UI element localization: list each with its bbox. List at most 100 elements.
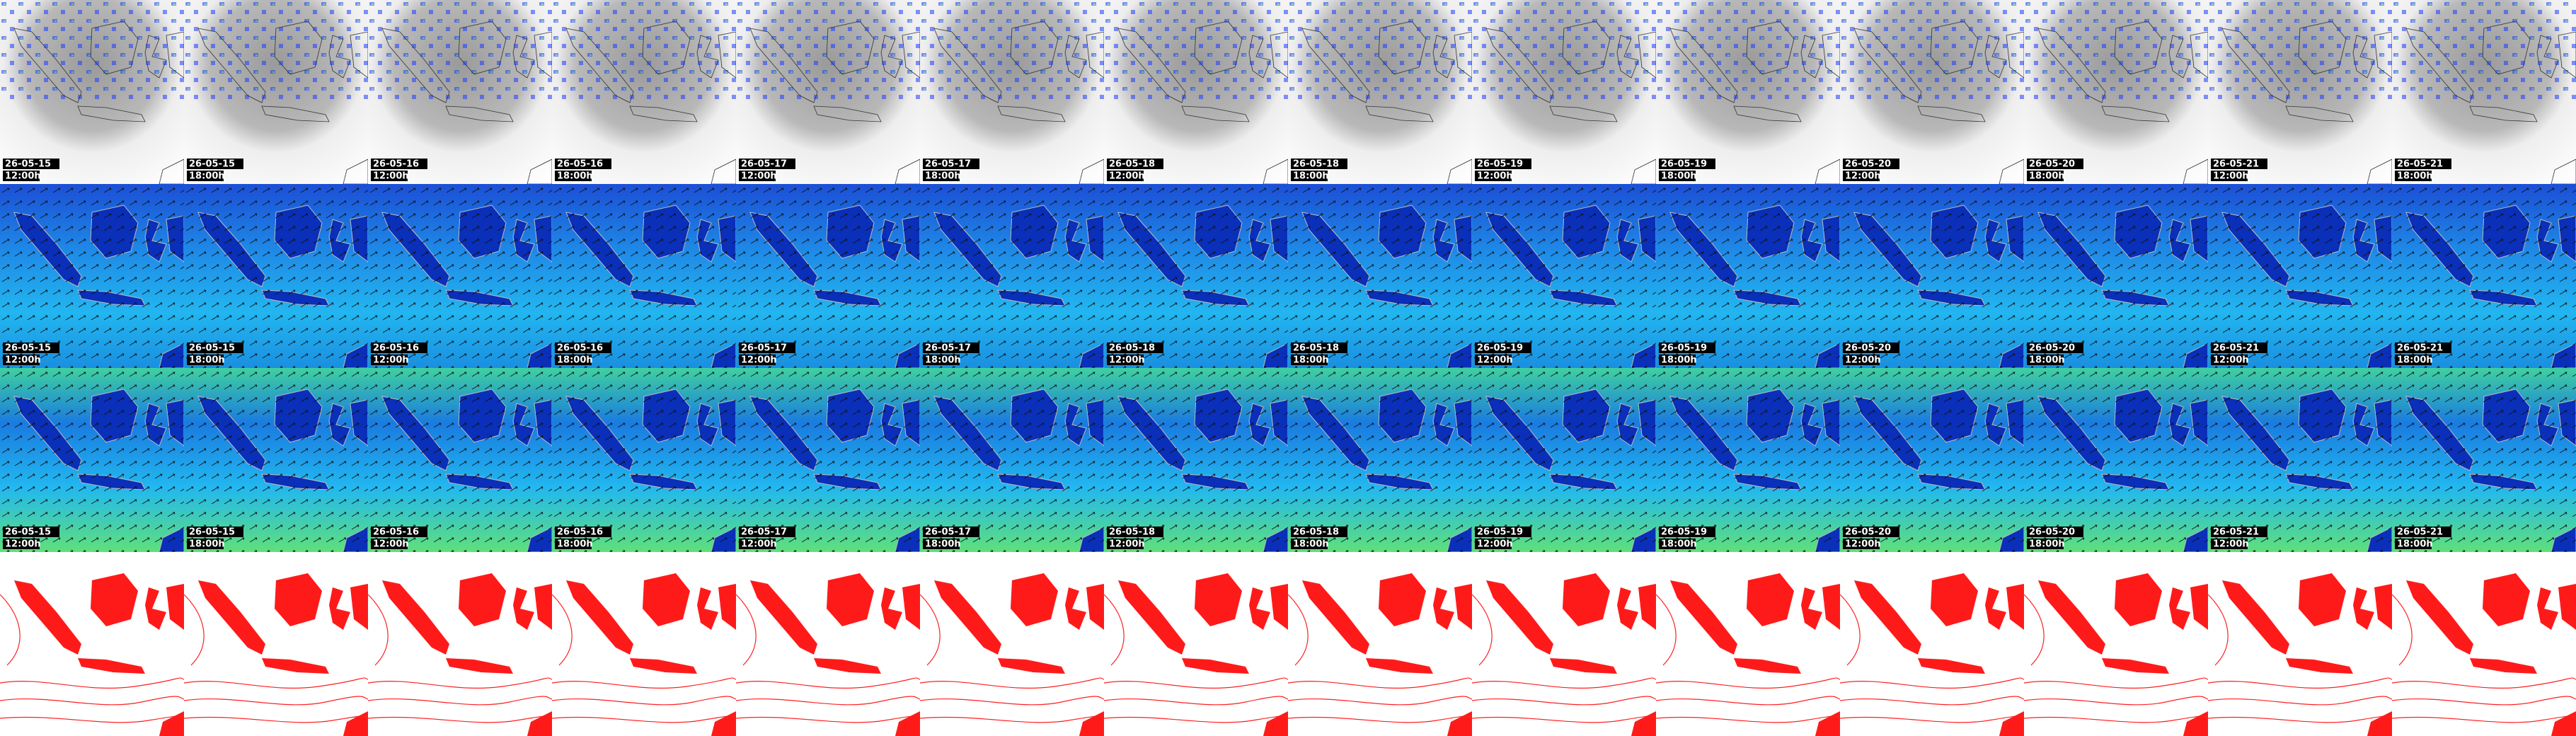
pressure-bg — [1840, 552, 2024, 736]
date-label: 26-05-21 — [2397, 159, 2443, 170]
wind-arrows — [2208, 184, 2392, 368]
date-label: 26-05-15 — [189, 343, 235, 354]
wind-arrows — [1288, 184, 1472, 368]
date-label: 26-05-20 — [1845, 527, 1891, 538]
wind-arrows — [0, 184, 184, 368]
label-bg — [555, 159, 611, 169]
date-label: 26-05-15 — [5, 527, 51, 538]
label-bg — [1291, 355, 1328, 365]
time-label: 12:00h — [1109, 355, 1145, 366]
time-label: 12:00h — [1109, 171, 1145, 182]
label-bg — [1659, 527, 1715, 537]
rain-cells — [1840, 0, 2024, 99]
pressure-bg — [1656, 552, 1840, 736]
time-label: 18:00h — [2029, 171, 2065, 182]
label-bg — [923, 343, 979, 353]
time-label: 12:00h — [1477, 171, 1513, 182]
label-bg — [2211, 355, 2248, 365]
time-label: 18:00h — [557, 355, 593, 366]
label-bg — [1843, 171, 1880, 181]
date-label: 26-05-19 — [1661, 527, 1707, 538]
date-label: 26-05-21 — [2397, 527, 2443, 538]
wind-arrows — [2024, 368, 2208, 552]
label-bg — [187, 539, 224, 549]
date-label: 26-05-16 — [557, 343, 603, 354]
label-bg — [187, 527, 243, 537]
time-label: 12:00h — [373, 171, 409, 182]
date-label: 26-05-20 — [2029, 343, 2075, 354]
wind-arrows — [0, 368, 184, 552]
label-bg — [371, 527, 427, 537]
time-label: 12:00h — [373, 539, 409, 550]
time-label: 12:00h — [2213, 355, 2249, 366]
time-label: 12:00h — [741, 539, 777, 550]
label-bg — [2211, 171, 2248, 181]
time-label: 12:00h — [5, 355, 41, 366]
time-label: 18:00h — [925, 539, 961, 550]
rain-cells — [0, 0, 184, 99]
date-label: 26-05-15 — [5, 343, 51, 354]
label-bg — [2395, 355, 2432, 365]
label-bg — [923, 539, 960, 549]
pressure-bg — [1288, 552, 1472, 736]
label-bg — [371, 355, 408, 365]
wind-arrows — [1288, 368, 1472, 552]
time-label: 12:00h — [1109, 539, 1145, 550]
rain-cells — [920, 0, 1104, 99]
time-label: 18:00h — [1293, 539, 1329, 550]
date-label: 26-05-20 — [2029, 159, 2075, 170]
label-bg — [1843, 355, 1880, 365]
wind-arrows — [1840, 184, 2024, 368]
label-bg — [1475, 527, 1531, 537]
date-label: 26-05-19 — [1477, 343, 1523, 354]
time-label: 12:00h — [1477, 539, 1513, 550]
date-label: 26-05-18 — [1109, 159, 1155, 170]
rain-cells — [1104, 0, 1288, 99]
pressure-bg — [184, 552, 368, 736]
date-label: 26-05-19 — [1477, 159, 1523, 170]
label-bg — [1475, 343, 1531, 353]
pressure-bg — [552, 552, 736, 736]
label-bg — [923, 355, 960, 365]
label-bg — [2211, 343, 2267, 353]
label-bg — [2395, 171, 2432, 181]
label-bg — [555, 171, 592, 181]
wind-arrows — [2024, 184, 2208, 368]
wind-arrows — [2392, 368, 2576, 552]
label-bg — [3, 171, 40, 181]
label-bg — [1475, 539, 1512, 549]
label-bg — [1107, 171, 1144, 181]
label-bg — [1291, 343, 1347, 353]
wind-arrows — [1104, 184, 1288, 368]
date-label: 26-05-18 — [1293, 527, 1339, 538]
label-bg — [1107, 343, 1163, 353]
rain-cells — [2392, 0, 2576, 99]
